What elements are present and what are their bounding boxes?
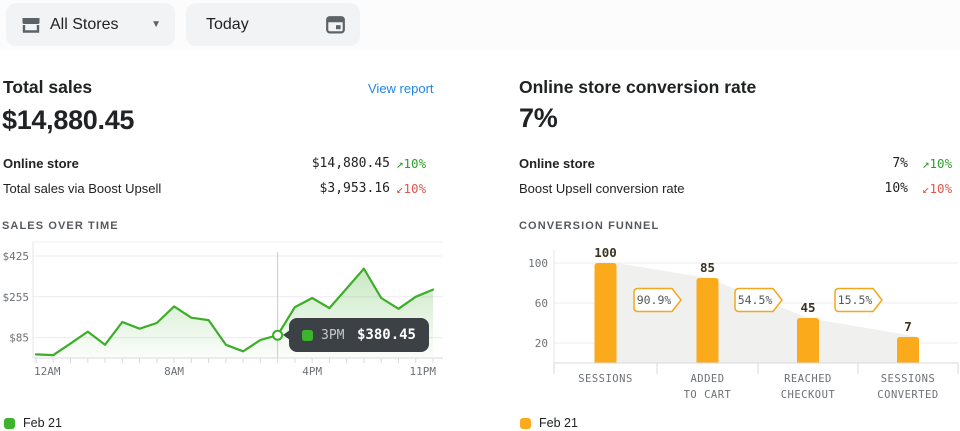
metric-label: Boost Upsell conversion rate <box>519 180 685 196</box>
svg-text:90.9%: 90.9% <box>637 293 672 307</box>
svg-text:20: 20 <box>535 337 548 350</box>
series-swatch <box>302 329 313 341</box>
store-selector-button[interactable]: All Stores ▼ <box>6 3 175 46</box>
date-selector-label: Today <box>206 15 249 33</box>
panel-title: Online store conversion rate <box>519 77 757 97</box>
funnel-area <box>616 263 919 363</box>
svg-text:REACHED: REACHED <box>784 373 832 385</box>
arrow-up-icon: ↗ <box>396 155 404 171</box>
x-axis: SESSIONS ADDED TO CART REACHED CHECKOUT SESSI… <box>553 362 959 401</box>
svg-text:100: 100 <box>594 245 617 260</box>
panel-title: Total sales <box>3 77 93 97</box>
arrow-down-icon: ↙ <box>922 180 930 196</box>
legend-label: Feb 21 <box>23 416 62 430</box>
svg-text:85: 85 <box>700 260 715 275</box>
svg-text:60: 60 <box>535 297 548 310</box>
svg-text:CHECKOUT: CHECKOUT <box>781 389 836 401</box>
bars: 100 85 45 7 <box>594 245 919 363</box>
conversion-rate-value: 7% <box>519 103 558 133</box>
sales-chart-svg: $425 $255 $85 12AM 8AM 4PM 11PM <box>3 241 443 378</box>
svg-text:$85: $85 <box>9 332 29 345</box>
x-axis: 12AM 8AM 4PM 11PM <box>33 357 443 378</box>
tooltip-time: 3PM <box>321 327 345 343</box>
total-sales-panel: Total sales View report $14,880.45 Onlin… <box>0 50 446 431</box>
svg-text:CONVERTED: CONVERTED <box>877 389 938 401</box>
svg-text:54.5%: 54.5% <box>738 293 773 307</box>
metric-value: $14,880.45 <box>311 155 390 171</box>
svg-text:8AM: 8AM <box>164 365 184 378</box>
hover-marker <box>272 329 284 341</box>
metric-row-boost-upsell: Total sales via Boost Upsell $3,953.16 ↙… <box>3 178 438 198</box>
total-sales-value: $14,880.45 <box>2 105 135 135</box>
store-selector-label: All Stores <box>50 15 119 33</box>
funnel-legend: Feb 21 <box>520 416 578 430</box>
svg-text:SESSIONS: SESSIONS <box>881 373 936 385</box>
chevron-down-icon: ▼ <box>151 19 161 30</box>
svg-text:7: 7 <box>904 319 912 334</box>
metric-delta: ↙10% <box>396 180 427 196</box>
metric-row-online-store: Online store 7% ↗10% <box>519 153 956 173</box>
legend-label: Feb 21 <box>539 416 578 430</box>
svg-text:4PM: 4PM <box>302 365 322 378</box>
svg-text:15.5%: 15.5% <box>838 293 873 307</box>
legend-swatch-green <box>4 417 15 429</box>
svg-text:SESSIONS: SESSIONS <box>578 373 633 385</box>
conversion-funnel-chart[interactable]: 100 60 20 100 85 45 7 90.9% 54.5% 15.5% SESSIONS AD… <box>518 240 960 410</box>
arrow-down-icon: ↙ <box>396 180 404 196</box>
legend-swatch-orange <box>520 417 531 429</box>
date-selector-button[interactable]: Today <box>186 3 360 46</box>
svg-text:$255: $255 <box>3 291 30 304</box>
calendar-icon <box>325 14 346 35</box>
metric-label: Online store <box>519 155 595 171</box>
metric-delta: ↙10% <box>922 180 953 196</box>
tooltip-value: $380.45 <box>356 327 416 343</box>
funnel-chart-svg: 100 60 20 100 85 45 7 90.9% 54.5% 15.5% SESSIONS AD… <box>528 245 959 401</box>
sales-over-time-chart[interactable]: $425 $255 $85 12AM 8AM 4PM 11PM <box>0 238 446 383</box>
sales-legend: Feb 21 <box>4 416 62 430</box>
svg-text:100: 100 <box>528 257 548 270</box>
metric-row-boost-upsell: Boost Upsell conversion rate 10% ↙10% <box>519 178 956 198</box>
chart-tooltip: 3PM $380.45 <box>283 318 429 352</box>
arrow-up-icon: ↗ <box>922 155 930 171</box>
metric-label: Total sales via Boost Upsell <box>3 180 162 196</box>
metric-value: $3,953.16 <box>319 180 390 196</box>
view-report-link[interactable]: View report <box>368 81 434 96</box>
section-title-sales-over-time: SALES OVER TIME <box>2 220 119 232</box>
metric-value: 7% <box>892 155 908 171</box>
metric-row-online-store: Online store $14,880.45 ↗10% <box>3 153 438 173</box>
svg-text:TO CART: TO CART <box>684 389 732 401</box>
metric-delta: ↗10% <box>922 155 953 171</box>
conversion-rate-panel: Online store conversion rate 7% Online s… <box>518 50 960 431</box>
metric-delta: ↗10% <box>396 155 427 171</box>
svg-text:45: 45 <box>800 300 815 315</box>
svg-text:$425: $425 <box>3 250 30 263</box>
svg-text:11PM: 11PM <box>409 365 436 378</box>
topbar: All Stores ▼ Today <box>0 0 960 50</box>
storefront-icon <box>20 15 42 35</box>
svg-text:12AM: 12AM <box>34 365 61 378</box>
section-title-conversion-funnel: CONVERSION FUNNEL <box>519 220 660 232</box>
metric-label: Online store <box>3 155 79 171</box>
metric-value: 10% <box>884 180 908 196</box>
conversion-badges: 90.9% 54.5% 15.5% <box>633 287 883 313</box>
series-line <box>34 267 435 357</box>
svg-text:ADDED: ADDED <box>690 373 724 385</box>
